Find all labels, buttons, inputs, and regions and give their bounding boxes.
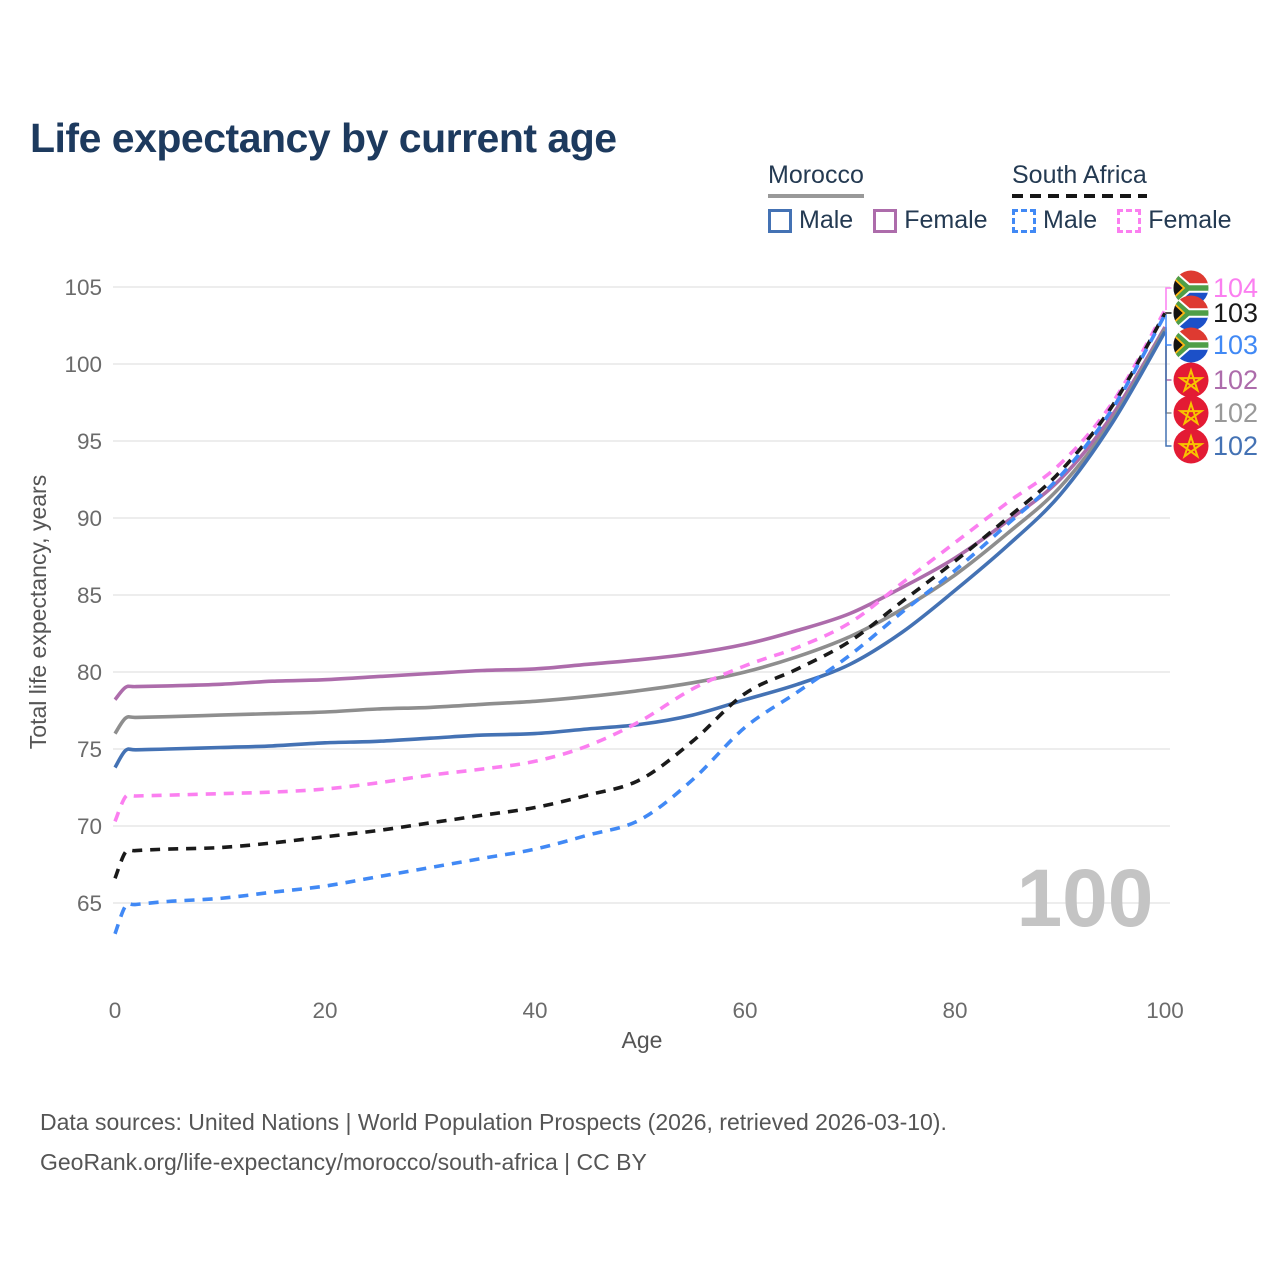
- morocco-flag-icon: [1173, 395, 1209, 431]
- end-label-leader-line: [1165, 328, 1172, 414]
- y-tick-label: 105: [64, 275, 102, 300]
- south-africa-female-swatch-icon: [1117, 208, 1142, 233]
- legend-label-morocco-female: Female: [904, 206, 988, 234]
- legend-group-morocco: Morocco Male Female: [768, 161, 1008, 235]
- legend-group-south-africa: South Africa Male Female: [1012, 161, 1252, 235]
- end-label-leader-line: [1165, 331, 1172, 447]
- morocco-male-swatch-icon: [768, 208, 792, 233]
- south-africa-flag-icon: [1173, 295, 1209, 331]
- y-tick-label: 70: [77, 814, 102, 839]
- series-line-south-africa-male[interactable]: [113, 313, 1167, 935]
- legend-country-south-africa[interactable]: South Africa: [1012, 161, 1147, 198]
- series-line-morocco-female[interactable]: [113, 326, 1167, 701]
- y-tick-label: 85: [77, 583, 102, 608]
- y-tick-label: 95: [77, 429, 102, 454]
- footer-data-sources: Data sources: United Nations | World Pop…: [40, 1109, 947, 1135]
- y-tick-label: 75: [77, 737, 102, 762]
- south-africa-dashed-line-swatch: [1012, 194, 1147, 198]
- series-line-south-africa[interactable]: [113, 312, 1167, 880]
- end-label-leader-line: [1165, 314, 1172, 346]
- y-tick-label: 80: [77, 660, 102, 685]
- x-tick-label: 100: [1146, 998, 1184, 1023]
- legend-item-morocco-female[interactable]: Female: [873, 206, 988, 235]
- footer: Data sources: United Nations | World Pop…: [40, 1102, 947, 1182]
- end-label-leader-line: [1165, 287, 1172, 311]
- end-label-south-africa-female[interactable]: 104: [1213, 273, 1258, 303]
- legend-items-morocco: Male Female: [768, 206, 1008, 235]
- end-label-south-africa-male[interactable]: 103: [1213, 330, 1258, 360]
- legend-item-south-africa-male[interactable]: Male: [1012, 206, 1097, 235]
- footer-attribution: GeoRank.org/life-expectancy/morocco/sout…: [40, 1149, 647, 1175]
- legend-label-south-africa-male: Male: [1043, 206, 1098, 234]
- x-axis-title: Age: [622, 1027, 663, 1053]
- end-label-leader-line: [1165, 327, 1172, 381]
- chart-title: Life expectancy by current age: [30, 115, 617, 162]
- age-watermark: 100: [1016, 853, 1154, 944]
- morocco-flag-icon: [1173, 428, 1209, 464]
- legend-country-morocco-label: Morocco: [768, 161, 864, 189]
- end-label-south-africa[interactable]: 103: [1213, 298, 1258, 328]
- legend-item-morocco-male[interactable]: Male: [768, 206, 853, 235]
- series-line-south-africa-female[interactable]: [113, 309, 1167, 823]
- y-tick-label: 65: [77, 891, 102, 916]
- y-tick-label: 90: [77, 506, 102, 531]
- south-africa-flag-icon: [1173, 327, 1209, 363]
- legend-items-south-africa: Male Female: [1012, 206, 1252, 235]
- x-tick-label: 80: [942, 998, 967, 1023]
- legend-label-south-africa-female: Female: [1148, 206, 1232, 234]
- series-line-morocco-male[interactable]: [113, 330, 1167, 769]
- x-tick-label: 60: [732, 998, 757, 1023]
- end-label-morocco[interactable]: 102: [1213, 398, 1258, 428]
- x-tick-label: 0: [109, 998, 122, 1023]
- y-tick-label: 100: [64, 352, 102, 377]
- end-label-morocco-male[interactable]: 102: [1213, 431, 1258, 461]
- morocco-solid-line-swatch: [768, 194, 864, 198]
- series-line-morocco[interactable]: [113, 327, 1167, 735]
- morocco-flag-icon: [1173, 362, 1209, 398]
- legend-item-south-africa-female[interactable]: Female: [1117, 206, 1232, 235]
- south-africa-male-swatch-icon: [1012, 208, 1036, 233]
- y-axis-title: Total life expectancy, years: [25, 475, 51, 749]
- morocco-female-swatch-icon: [873, 208, 898, 233]
- x-tick-label: 20: [312, 998, 337, 1023]
- legend-country-south-africa-label: South Africa: [1012, 161, 1147, 189]
- legend-label-morocco-male: Male: [799, 206, 854, 234]
- x-tick-label: 40: [522, 998, 547, 1023]
- end-label-morocco-female[interactable]: 102: [1213, 365, 1258, 395]
- legend-country-morocco[interactable]: Morocco: [768, 161, 864, 198]
